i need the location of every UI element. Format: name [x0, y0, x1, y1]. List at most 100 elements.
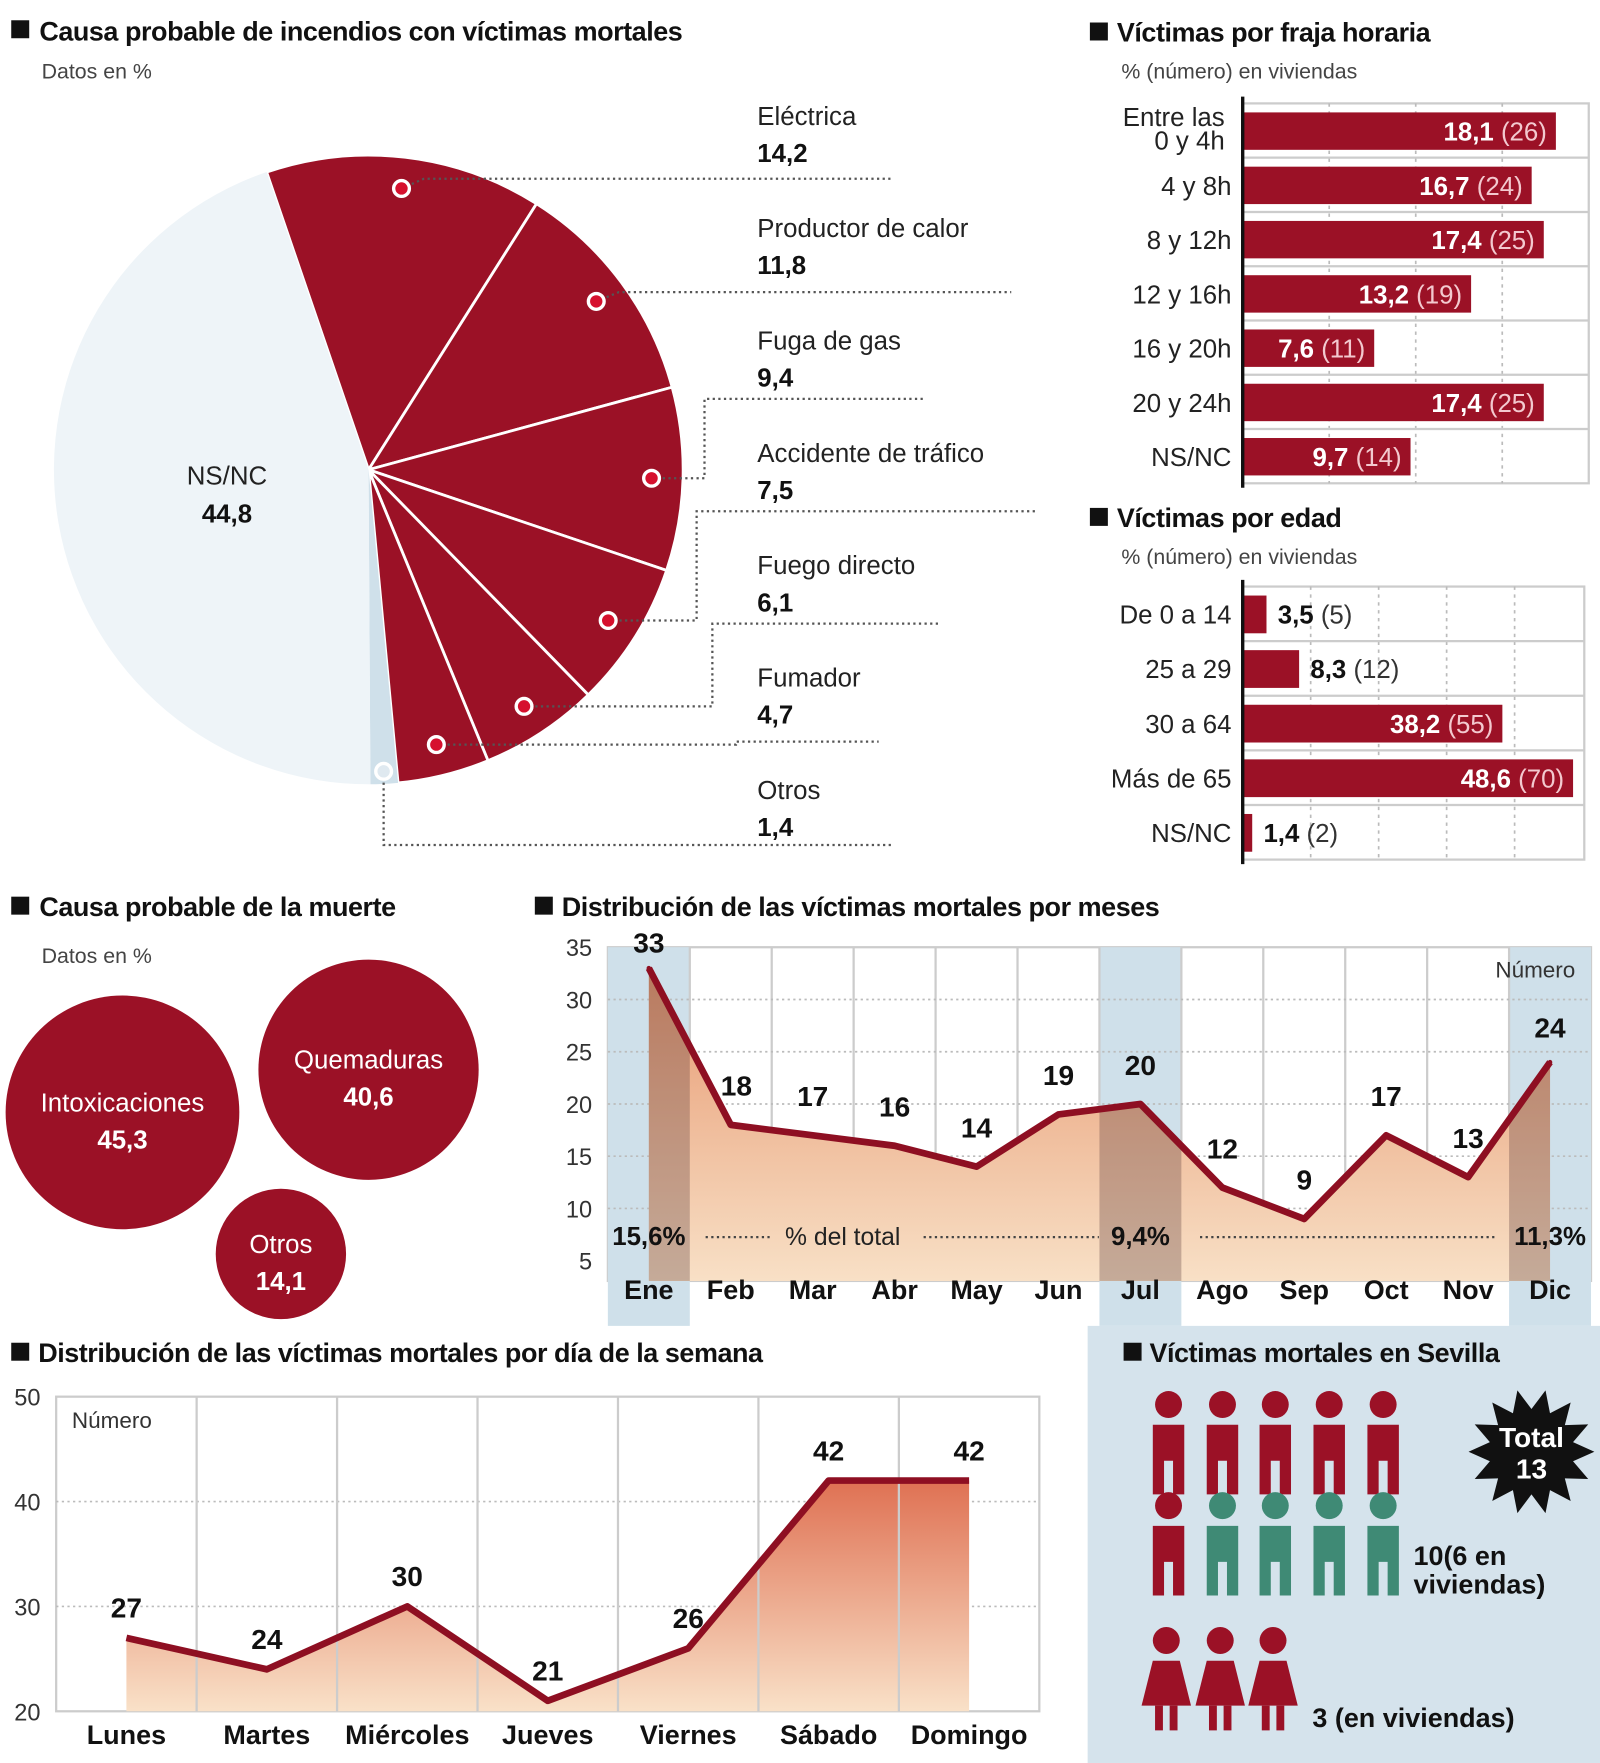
month-label: Ago	[1196, 1275, 1248, 1305]
leader-line	[608, 510, 1036, 622]
y-tick-label: 40	[14, 1490, 40, 1516]
bar-value: 9,7	[1313, 444, 1356, 472]
day-label: Miércoles	[345, 1720, 469, 1750]
time-band-subtitle: % (número) en viviendas	[1121, 60, 1357, 84]
men-label: 10(6 en	[1413, 1541, 1506, 1571]
pie-value: 11,8	[757, 252, 806, 280]
data-label: 17	[1371, 1081, 1402, 1112]
data-point	[1056, 1112, 1061, 1117]
slice-marker-dot	[642, 468, 662, 488]
data-label: 17	[797, 1081, 828, 1112]
slice-marker-dot	[514, 696, 534, 716]
man-icon	[1206, 1391, 1239, 1495]
slice-marker-dot	[426, 735, 446, 755]
month-label: Sep	[1280, 1275, 1329, 1305]
title-bullet	[1089, 507, 1108, 526]
bubble	[215, 1188, 347, 1320]
category-label: 16 y 20h	[1132, 336, 1231, 364]
pie-slice	[368, 469, 399, 785]
leader-line	[651, 397, 924, 480]
bar-value-label: 8,3 (12)	[1310, 656, 1399, 684]
bubble-value: 40,6	[343, 1084, 393, 1112]
unit-label: Número	[72, 1408, 152, 1433]
bar-value-label: 16,7 (24)	[1419, 173, 1522, 201]
man-icon	[1152, 1391, 1185, 1495]
y-tick-label: 15	[566, 1144, 592, 1170]
pie-label: Accidente de tráfico	[757, 440, 984, 468]
bar-value: 18,1	[1444, 118, 1501, 146]
bar	[1242, 383, 1544, 422]
data-label: 21	[532, 1656, 563, 1687]
title-bullet	[1123, 1342, 1142, 1361]
death-cause-title: Causa probable de la muerte	[39, 892, 396, 922]
bubble-chart: Intoxicaciones 45,3 Quemaduras 40,6 Otros 14,…	[5, 959, 479, 1320]
pie-value: 6,1	[757, 589, 793, 617]
age-title: Víctimas por edad	[1117, 503, 1342, 533]
bar-count: (26)	[1501, 118, 1547, 146]
death-cause-subtitle: Datos en %	[42, 944, 152, 968]
age-subtitle: % (número) en viviendas	[1121, 545, 1357, 569]
leader-line	[401, 177, 892, 190]
bar-value: 8,3	[1310, 656, 1353, 684]
month-label: Mar	[789, 1275, 837, 1305]
data-point	[1383, 1133, 1389, 1138]
bar-value-label: 17,4 (25)	[1431, 227, 1534, 255]
y-tick-label: 10	[566, 1196, 592, 1222]
fire-causes-title: Causa probable de incendios con víctimas…	[39, 16, 682, 46]
man-icon	[1367, 1391, 1399, 1495]
data-label: 33	[633, 927, 664, 958]
sevilla-section: Víctimas mortales en Sevilla Total 13 10…	[1087, 1325, 1600, 1763]
fire-causes-subtitle: Datos en %	[42, 60, 152, 84]
pie-value: 4,7	[757, 702, 793, 730]
y-tick-label: 30	[14, 1594, 40, 1620]
category-label: 25 a 29	[1145, 656, 1231, 684]
pie-value: 44,8	[202, 501, 252, 529]
pie-value: 9,4	[757, 365, 794, 393]
man-icon	[1313, 1391, 1345, 1495]
weekdays-chart: 20 30 40 50 27 Lunes 24 Martes 30 Miércoles 21 Juev…	[14, 1385, 1041, 1750]
day-label: Jueves	[502, 1720, 593, 1750]
woman-icon	[1195, 1627, 1245, 1731]
data-label: 19	[1043, 1060, 1074, 1091]
data-label: 30	[392, 1561, 423, 1592]
bubble-value: 45,3	[97, 1126, 147, 1154]
bar-count: (2)	[1307, 820, 1339, 848]
months-chart: 5 10 15 20 25 30 35 33 Ene 18 Feb 17 Mar 16 Abr 14 May 19…	[566, 927, 1593, 1326]
bar	[1242, 595, 1267, 634]
data-point	[1138, 1101, 1143, 1107]
bar	[1242, 112, 1556, 150]
pie-label: Fumador	[757, 665, 861, 693]
leader-line	[595, 291, 1012, 303]
data-label: 14	[961, 1112, 993, 1143]
slice-marker-dot	[374, 761, 394, 781]
category-label: Entre las	[1123, 104, 1225, 132]
month-label: Jul	[1121, 1275, 1160, 1305]
data-point	[728, 1122, 734, 1128]
category-label: 30 a 64	[1145, 711, 1231, 739]
day-label: Lunes	[87, 1720, 166, 1750]
weekdays-section: Distribución de las víctimas mortales po…	[11, 1338, 1041, 1750]
bar-count: (24)	[1477, 173, 1523, 201]
bar	[1242, 166, 1532, 205]
bar-value: 1,4	[1263, 820, 1306, 848]
pie-value: 7,5	[757, 477, 793, 505]
pie-value: 1,4	[757, 814, 794, 842]
bar-value-label: 13,2 (19)	[1359, 281, 1462, 309]
y-tick-label: 25	[566, 1040, 592, 1066]
unit-label: Número	[1495, 958, 1575, 983]
month-label: Dic	[1529, 1275, 1571, 1305]
time-band-title: Víctimas por fraja horaria	[1117, 18, 1432, 48]
data-label: 18	[721, 1071, 752, 1102]
y-tick-label: 20	[14, 1699, 40, 1725]
month-label: Jun	[1035, 1275, 1083, 1305]
bar	[1242, 329, 1375, 367]
pie-slice	[367, 468, 669, 697]
data-label: 16	[879, 1092, 910, 1123]
months-title: Distribución de las víctimas mortales po…	[562, 892, 1160, 922]
data-point	[646, 965, 652, 971]
man-icon	[1206, 1492, 1239, 1596]
series-line	[125, 1477, 970, 1705]
y-tick-label: 5	[579, 1249, 592, 1275]
